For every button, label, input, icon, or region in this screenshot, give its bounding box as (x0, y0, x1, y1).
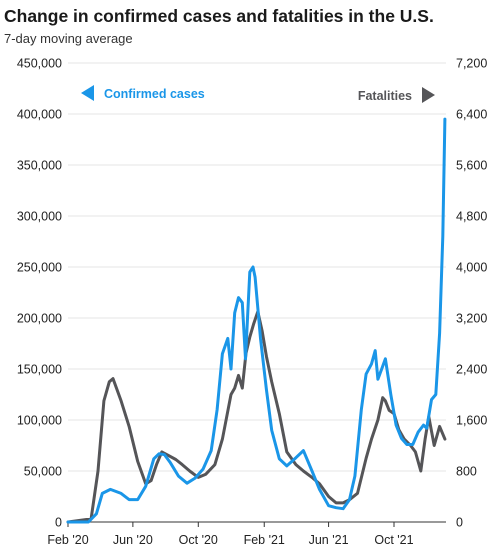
legend-confirmed-cases: Confirmed cases (104, 87, 205, 101)
right-tick-label: 6,400 (456, 108, 487, 122)
series-lines (66, 117, 447, 524)
right-tick-label: 5,600 (456, 159, 487, 173)
left-tick-label: 450,000 (17, 57, 62, 71)
series-line-fatalities (66, 310, 447, 524)
left-tick-label: 200,000 (17, 312, 62, 326)
chart-title: Change in confirmed cases and fatalities… (4, 6, 434, 26)
x-tick-label: Jun '20 (113, 533, 153, 547)
left-axis-ticks: 0 50,000 100,000 150,000 200,000 250,000 300,0… (17, 57, 62, 530)
right-tick-label: 4,000 (456, 261, 487, 275)
right-tick-label: 0 (456, 516, 463, 530)
x-tick-label: Jun '21 (309, 533, 349, 547)
left-tick-label: 250,000 (17, 261, 62, 275)
right-tick-label: 800 (456, 465, 477, 479)
right-tick-label: 4,800 (456, 210, 487, 224)
x-axis-ticks: Feb '20 Jun '20 Oct '20 Feb '21 Jun '21 Oct '… (47, 522, 414, 547)
x-tick-label: Oct '21 (374, 533, 413, 547)
left-tick-label: 150,000 (17, 363, 62, 377)
right-tick-label: 3,200 (456, 312, 487, 326)
left-tick-label: 300,000 (17, 210, 62, 224)
gridlines (68, 62, 446, 523)
x-tick-label: Feb '20 (47, 533, 88, 547)
x-tick-label: Oct '20 (179, 533, 218, 547)
chart-subtitle: 7-day moving average (4, 31, 133, 46)
right-axis-ticks: 0 800 1,600 2,400 3,200 4,000 4,800 5,600 6,400 7… (456, 57, 487, 530)
right-arrow-icon (422, 87, 435, 103)
x-tick-label: Feb '21 (244, 533, 285, 547)
left-tick-label: 350,000 (17, 159, 62, 173)
right-tick-label: 2,400 (456, 363, 487, 377)
left-tick-label: 50,000 (24, 465, 62, 479)
left-tick-label: 400,000 (17, 108, 62, 122)
series-line-confirmed-cases (66, 117, 447, 524)
right-tick-label: 7,200 (456, 57, 487, 71)
left-arrow-icon (81, 85, 94, 101)
right-tick-label: 1,600 (456, 414, 487, 428)
left-tick-label: 100,000 (17, 414, 62, 428)
legend-fatalities: Fatalities (358, 89, 412, 103)
legend: Confirmed cases Fatalities (81, 85, 435, 103)
left-tick-label: 0 (55, 516, 62, 530)
